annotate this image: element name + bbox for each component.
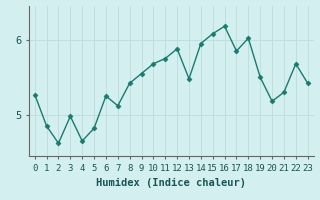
X-axis label: Humidex (Indice chaleur): Humidex (Indice chaleur) — [96, 178, 246, 188]
